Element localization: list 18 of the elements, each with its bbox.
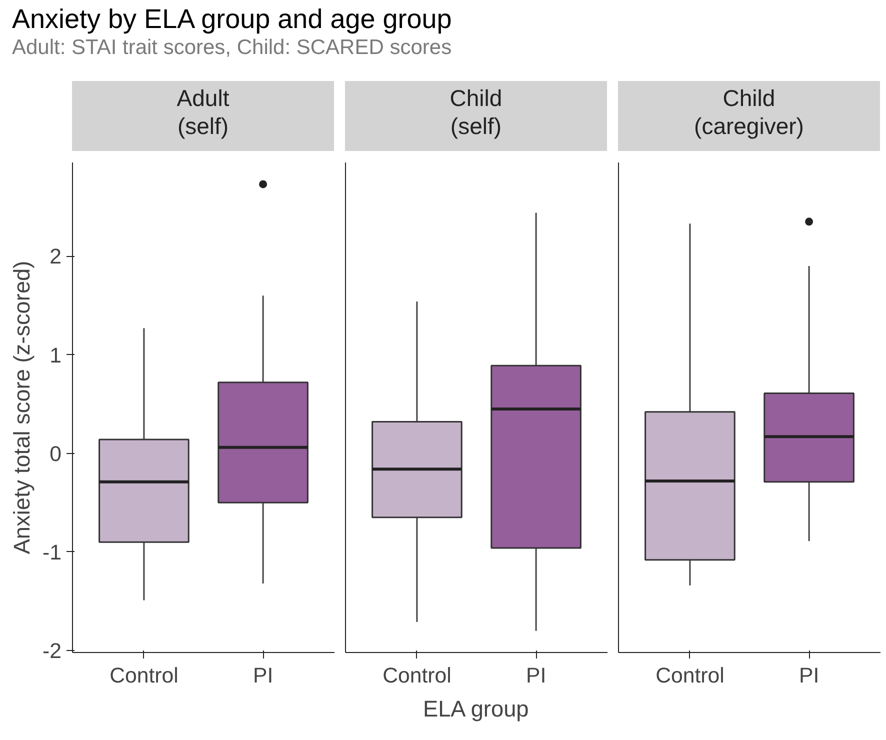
x-axis-title: ELA group [422,696,529,722]
text: Anxiety by ELA group and age group [12,4,452,35]
x-tick-label: Control [656,664,724,688]
y-tick-label: -1 [42,540,62,564]
y-tick-label: -2 [42,639,62,664]
y-tick-label: 2 [50,244,62,269]
chart-title: Child (caregiver) [694,85,804,140]
chart-title: Adult (self) [176,85,230,140]
x-tick-label: PI [252,664,274,688]
x-tick-label: PI [798,664,820,688]
x-tick-label: Control [110,664,178,688]
y-axis-title: Anxiety total score (z-scored) [8,260,35,554]
y-tick-label: 0 [50,442,62,466]
x-tick-label: Control [382,664,452,688]
text: Adult: STAI trait scores, Child: SCARED scores [12,34,452,60]
y-tick-label: 1 [50,343,62,368]
x-tick-label: PI [526,664,546,688]
chart-title: Child (self) [450,85,502,140]
